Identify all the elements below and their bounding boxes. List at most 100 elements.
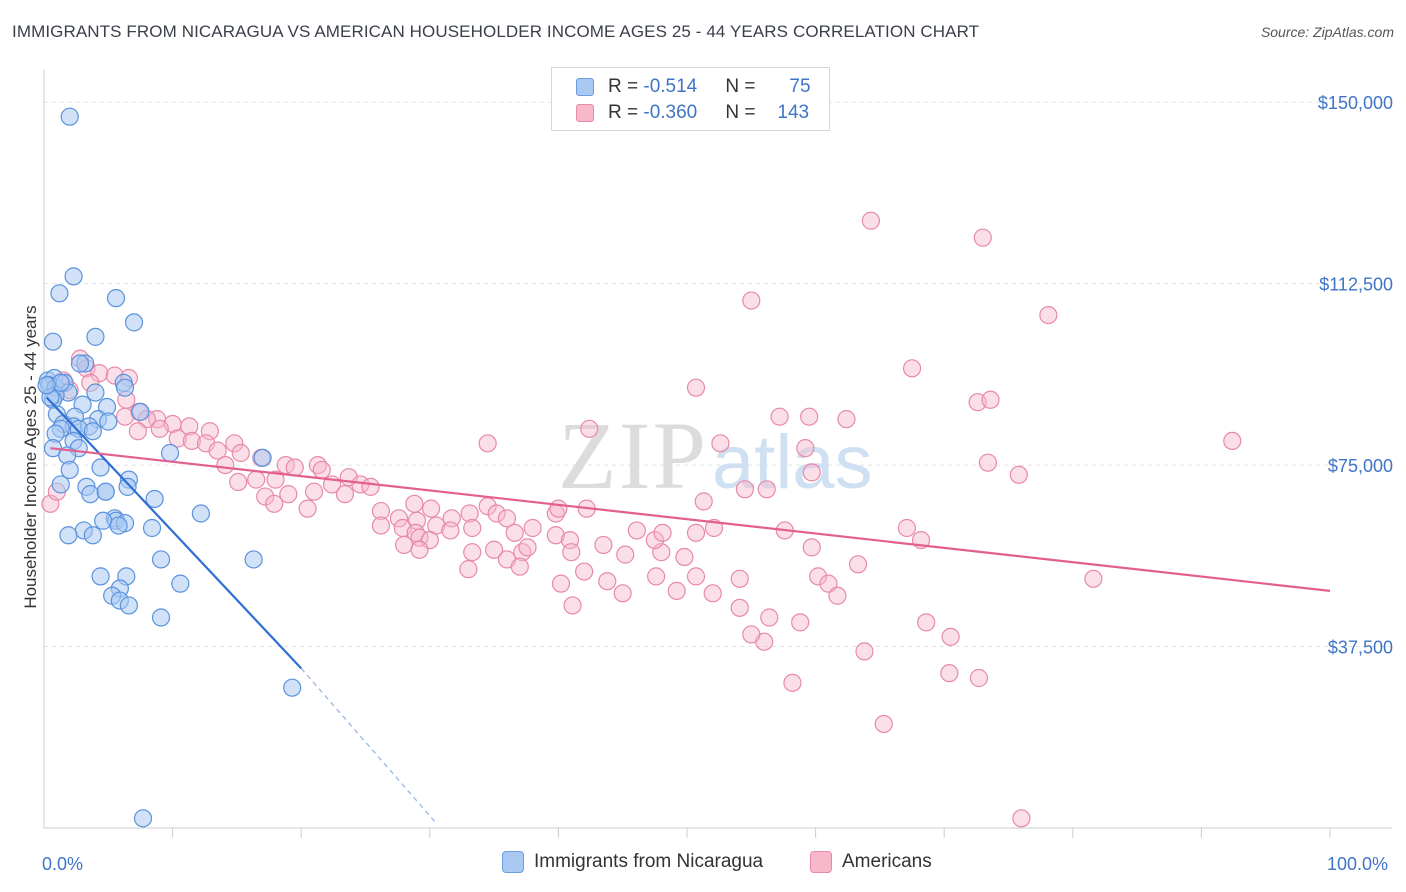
data-point — [50, 284, 69, 303]
data-point — [60, 460, 79, 480]
data-point — [760, 608, 779, 627]
data-point — [371, 516, 391, 535]
data-point — [335, 485, 355, 504]
legend-row-americans: R = -0.360 N = 143 — [576, 101, 809, 125]
legend-n-value: 143 — [777, 102, 810, 123]
data-point — [902, 359, 922, 378]
data-point — [575, 562, 594, 581]
data-point — [247, 470, 266, 489]
data-point — [216, 455, 235, 475]
data-point — [361, 477, 380, 496]
data-point — [225, 434, 244, 453]
data-point — [441, 521, 460, 540]
data-point — [783, 673, 802, 692]
data-point — [160, 443, 180, 463]
data-point — [978, 453, 998, 472]
x-tick-label-min: 0.0% — [42, 854, 83, 874]
data-point — [168, 429, 187, 448]
data-point — [151, 608, 171, 627]
data-point — [874, 714, 893, 734]
legend-r-value: -0.360 — [643, 102, 698, 123]
data-point — [96, 482, 115, 501]
y-tick-label: $75,000 — [1328, 456, 1393, 476]
data-point — [266, 470, 285, 489]
data-point — [551, 574, 571, 593]
data-point — [94, 511, 113, 530]
data-point — [64, 267, 83, 286]
data-point — [208, 441, 227, 460]
legend-n-label: N = — [725, 76, 761, 97]
data-point — [742, 291, 761, 310]
data-point — [99, 412, 118, 431]
data-point — [703, 584, 722, 603]
data-point — [686, 567, 706, 586]
legend-swatch-americans — [576, 104, 594, 122]
data-point — [253, 448, 272, 467]
data-point — [1012, 809, 1031, 828]
data-point — [394, 535, 414, 555]
watermark-atlas: atlas — [712, 420, 873, 505]
trendline-extension-nicaragua — [300, 667, 437, 824]
data-point — [837, 410, 856, 429]
data-point — [51, 475, 70, 494]
data-point — [196, 434, 216, 453]
data-point — [142, 518, 162, 538]
data-point — [171, 574, 190, 593]
data-point — [941, 627, 960, 646]
data-point — [828, 586, 847, 605]
x-axis-ticks — [172, 828, 1331, 838]
data-point — [580, 419, 599, 438]
data-point — [60, 107, 79, 126]
data-point — [981, 390, 1000, 409]
data-point — [133, 809, 153, 828]
data-point — [487, 504, 506, 523]
data-point — [809, 567, 828, 586]
chart-title: IMMIGRANTS FROM NICARAGUA VS AMERICAN HO… — [12, 22, 980, 41]
data-point — [940, 664, 959, 683]
data-point — [115, 407, 135, 426]
data-point — [83, 422, 102, 441]
data-point — [1223, 431, 1242, 451]
data-point — [43, 332, 63, 351]
data-point — [410, 540, 429, 559]
data-point — [150, 419, 169, 438]
data-point — [667, 581, 686, 601]
trendline-americans — [50, 447, 1331, 592]
data-point — [124, 313, 144, 332]
data-point — [675, 547, 694, 567]
x-tick-label-max: 100.0% — [1327, 854, 1388, 874]
trendlines — [45, 396, 1331, 824]
data-point — [855, 642, 874, 661]
bottom-legend-label-nicaragua: Immigrants from Nicaragua — [534, 851, 764, 872]
y-tick-label: $150,000 — [1318, 93, 1393, 113]
correlation-legend: R = -0.514 N = 75 R = -0.360 N = 143 — [551, 67, 830, 131]
data-point — [616, 545, 635, 564]
data-point — [742, 625, 761, 644]
data-point — [91, 458, 110, 477]
data-point — [106, 289, 126, 308]
data-point — [513, 543, 532, 562]
data-point — [770, 407, 789, 426]
data-point — [463, 543, 482, 562]
y-tick-label: $37,500 — [1328, 638, 1393, 658]
data-point — [200, 422, 219, 441]
data-point — [562, 543, 581, 562]
data-point — [791, 613, 810, 632]
data-point — [897, 518, 917, 538]
data-point — [819, 574, 838, 593]
data-point — [917, 613, 936, 632]
data-point — [283, 678, 302, 697]
data-point — [518, 538, 537, 557]
data-point — [285, 458, 304, 477]
bottom-legend-nicaragua: Immigrants from Nicaragua — [502, 851, 763, 873]
data-point — [131, 402, 150, 421]
data-point — [505, 523, 524, 542]
data-point — [459, 560, 478, 579]
data-point — [1084, 569, 1103, 588]
data-point — [735, 480, 754, 499]
data-point — [389, 509, 409, 528]
data-point — [460, 504, 479, 523]
data-point — [304, 482, 324, 501]
data-point — [109, 516, 128, 535]
data-point — [686, 523, 706, 542]
